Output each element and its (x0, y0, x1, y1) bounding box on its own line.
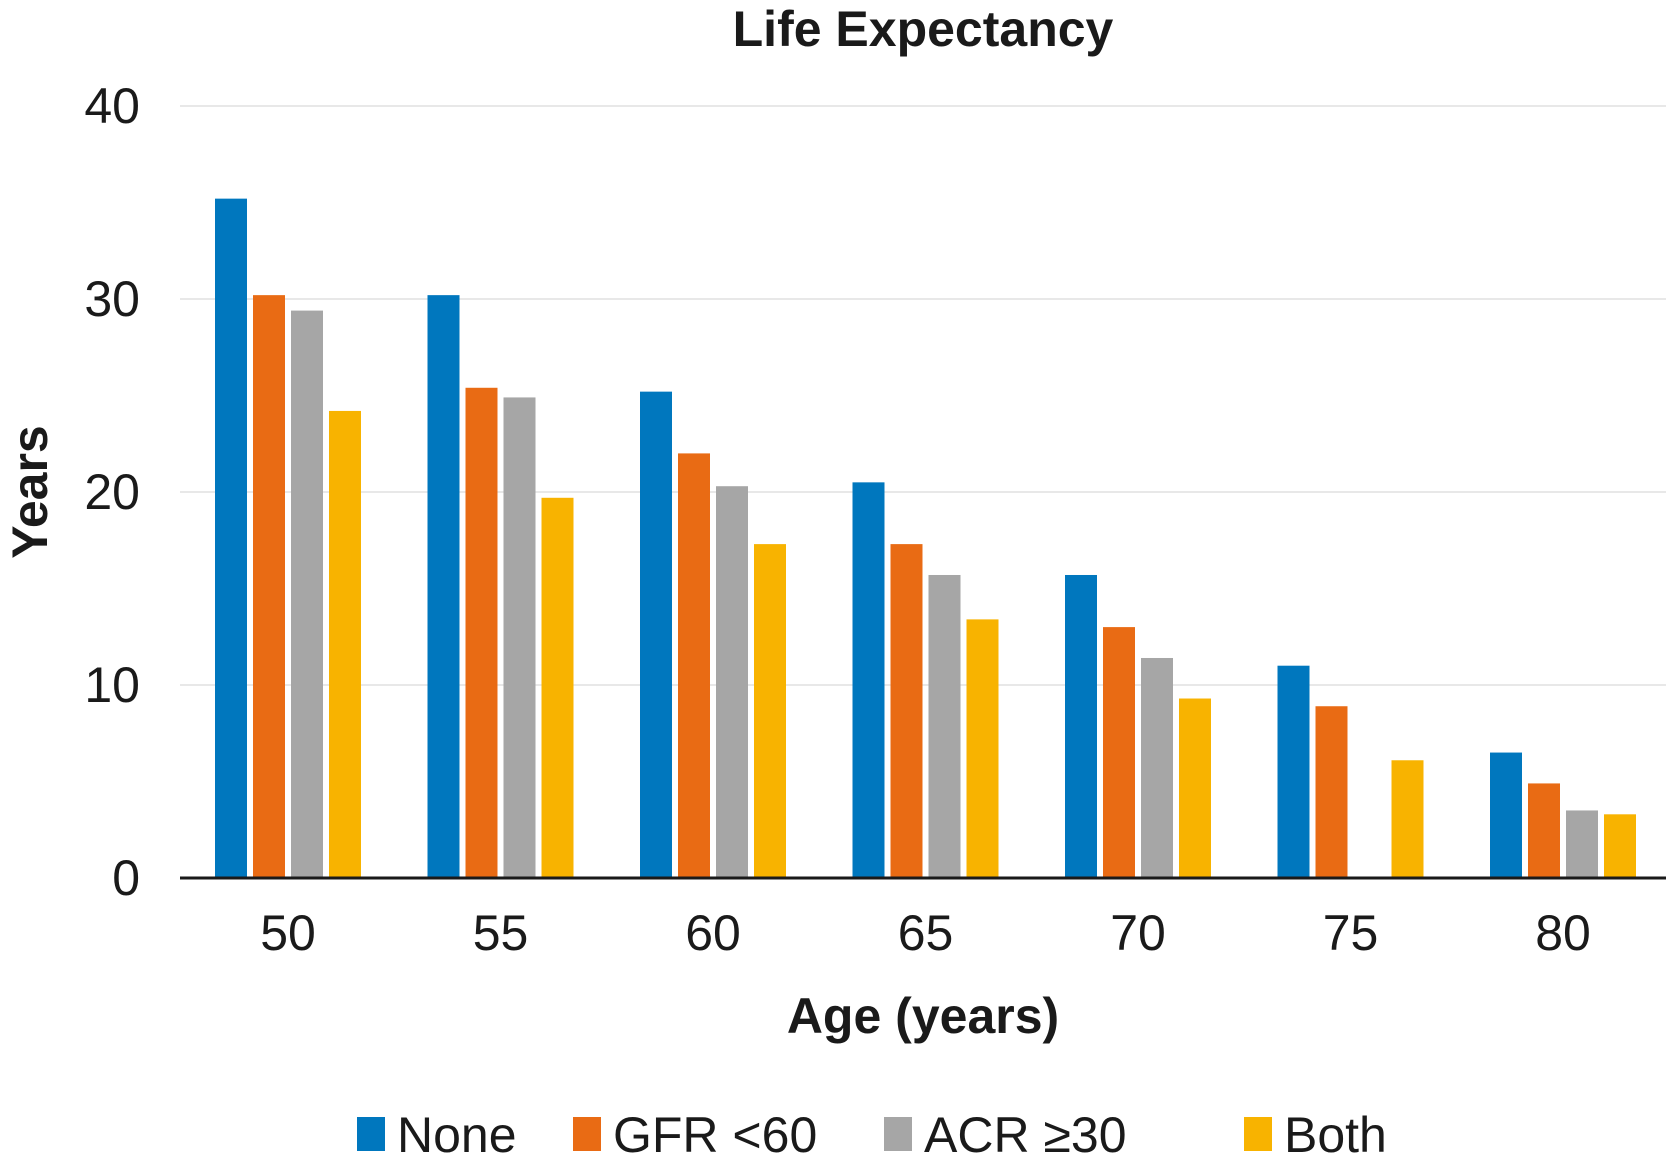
bar (1065, 574, 1097, 878)
legend-label: Both (1284, 1107, 1387, 1163)
bar (716, 486, 748, 878)
bar (1277, 665, 1310, 878)
bar (1604, 814, 1636, 878)
bar (215, 198, 247, 878)
bar (640, 391, 672, 878)
x-tick-label: 80 (1535, 905, 1591, 961)
y-tick-label: 40 (84, 78, 140, 134)
x-tick-label: 50 (260, 905, 316, 961)
legend-label: None (397, 1107, 517, 1163)
y-axis-title: Years (2, 425, 58, 558)
legend-swatch (573, 1117, 601, 1151)
bar (1490, 752, 1522, 878)
y-tick-label: 10 (84, 657, 140, 713)
x-tick-label: 70 (1110, 905, 1166, 961)
legend-swatch (884, 1117, 912, 1151)
y-tick-label: 30 (84, 271, 140, 327)
bars (215, 198, 1636, 879)
bar (966, 619, 999, 878)
legend: None GFR <60 ACR ≥30 Both (357, 1107, 1387, 1163)
bar (1103, 627, 1135, 878)
bar (465, 387, 498, 878)
x-tick-label: 60 (685, 905, 741, 961)
bar (253, 295, 285, 878)
x-axis-ticks: 50 55 60 65 70 75 80 (260, 905, 1591, 961)
bar (890, 544, 923, 878)
bar (852, 482, 885, 878)
bar (427, 295, 460, 878)
legend-swatch (357, 1117, 385, 1151)
y-tick-label: 0 (112, 850, 140, 906)
bar (291, 310, 323, 879)
bar (1566, 810, 1598, 878)
bar (1179, 698, 1211, 878)
legend-swatch (1244, 1117, 1272, 1151)
bar (503, 397, 536, 878)
legend-label: GFR <60 (613, 1107, 817, 1163)
bar (1528, 783, 1560, 878)
bar (1391, 760, 1424, 878)
bar (928, 574, 961, 878)
x-tick-label: 75 (1323, 905, 1379, 961)
x-axis-title: Age (years) (787, 988, 1059, 1044)
legend-label: ACR ≥30 (924, 1107, 1127, 1163)
y-tick-label: 20 (84, 464, 140, 520)
x-tick-label: 55 (473, 905, 529, 961)
bar (754, 544, 786, 878)
bar (1141, 657, 1173, 878)
bar (678, 453, 710, 878)
x-tick-label: 65 (898, 905, 954, 961)
bar (329, 410, 361, 878)
y-axis-ticks: 0 10 20 30 40 (84, 78, 140, 906)
bar (1315, 706, 1348, 878)
chart-title: Life Expectancy (733, 1, 1114, 57)
bar (541, 497, 574, 878)
gridlines (180, 105, 1666, 686)
